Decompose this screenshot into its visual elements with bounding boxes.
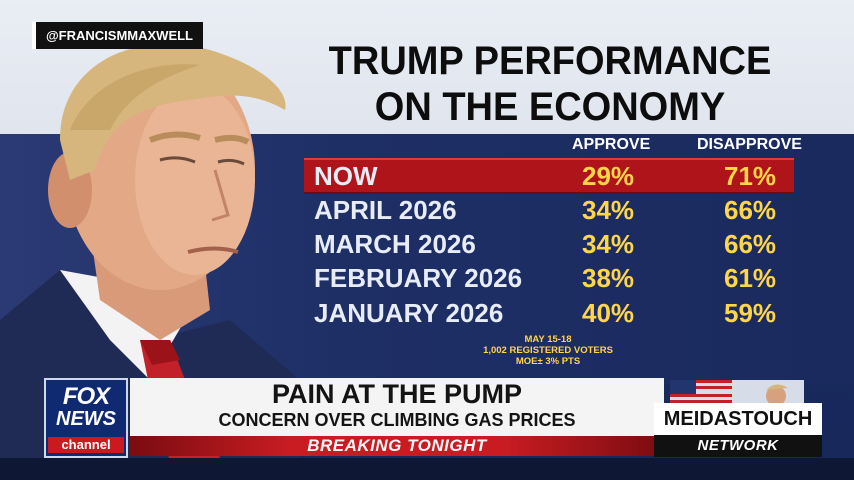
disapprove-value: 71% — [724, 161, 777, 191]
approve-value: 34% — [582, 229, 635, 259]
video-thumbnail-image — [670, 380, 804, 404]
social-handle-label: @FRANCISMMAXWELL — [32, 22, 203, 49]
table-row: JANUARY 2026 40% 59% — [304, 296, 794, 330]
column-header-approve: APPROVE — [572, 136, 651, 153]
approve-value: 29% — [582, 161, 635, 191]
approve-value: 34% — [582, 195, 635, 225]
fox-logo-line-2: NEWS — [56, 408, 116, 430]
fox-logo-line-3: channel — [48, 437, 124, 453]
breaking-banner — [130, 436, 664, 456]
row-label: JANUARY 2026 — [314, 298, 504, 328]
row-label: APRIL 2026 — [314, 195, 457, 225]
note-moe: MOE± 3% PTS — [515, 356, 581, 367]
title-line-1: TRUMP PERFORMANCE — [328, 39, 772, 83]
approve-value: 40% — [582, 298, 635, 328]
title-line-2: ON THE ECONOMY — [374, 85, 726, 129]
fox-news-logo: FOX NEWS channel — [44, 378, 128, 458]
graphic-title: TRUMP PERFORMANCE ON THE ECONOMY — [313, 38, 788, 130]
network-logo-line-1: MEIDASTOUCH — [654, 403, 822, 435]
note-dates: MAY 15-18 — [524, 334, 572, 345]
fox-logo-line-1: FOX — [62, 383, 110, 410]
lower-third-panel — [130, 378, 664, 438]
table-row: APRIL 2026 34% 66% — [304, 193, 794, 227]
row-label: MARCH 2026 — [314, 229, 476, 259]
disapprove-value: 66% — [724, 195, 777, 225]
bottom-bar — [0, 458, 854, 480]
poll-methodology-note: MAY 15-18 1,002 REGISTERED VOTERS MOE± 3… — [468, 334, 628, 367]
network-logo-line-2: NETWORK — [654, 435, 822, 457]
disapprove-value: 66% — [724, 229, 777, 259]
lower-third-subhead: CONCERN OVER CLIMBING GAS PRICES — [218, 410, 576, 430]
note-sample: 1,002 REGISTERED VOTERS — [483, 345, 613, 356]
meidastouch-network-logo: MEIDASTOUCH NETWORK — [654, 403, 822, 457]
row-label: FEBRUARY 2026 — [314, 263, 523, 293]
row-label: NOW — [314, 161, 378, 191]
lower-third-headline: PAIN AT THE PUMP — [271, 379, 522, 409]
disapprove-value: 59% — [724, 298, 777, 328]
table-row: MARCH 2026 34% 66% — [304, 227, 794, 261]
table-row: FEBRUARY 2026 38% 61% — [304, 261, 794, 295]
column-header-disapprove: DISAPPROVE — [697, 136, 802, 153]
table-row-now: NOW 29% 71% — [304, 158, 794, 194]
approve-value: 38% — [582, 263, 635, 293]
social-handle-text: @FRANCISMMAXWELL — [46, 28, 193, 43]
breaking-banner-text: BREAKING TONIGHT — [307, 436, 487, 455]
disapprove-value: 61% — [724, 263, 777, 293]
